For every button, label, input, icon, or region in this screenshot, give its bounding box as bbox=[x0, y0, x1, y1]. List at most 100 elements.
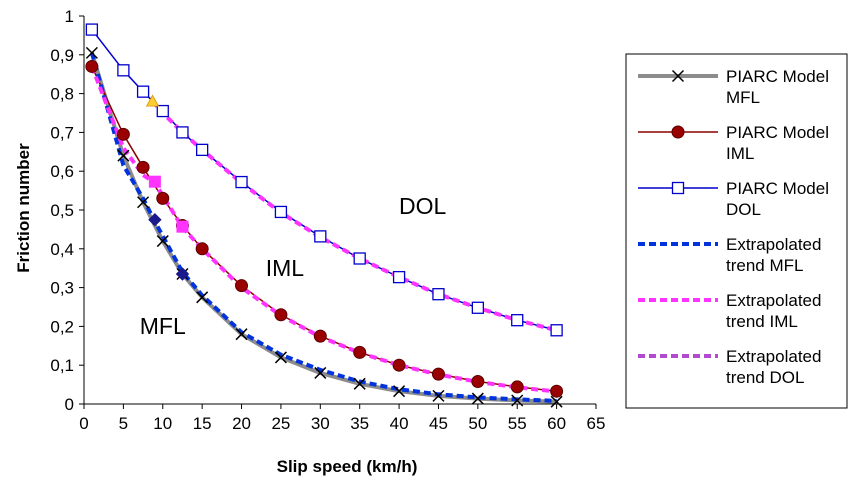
y-tick-label: 0,4 bbox=[50, 240, 74, 259]
y-axis-title: Friction number bbox=[14, 143, 33, 273]
series-extrapolated-iml-markers bbox=[148, 175, 189, 233]
y-tick-label: 0,2 bbox=[50, 317, 74, 336]
legend-label-line2: IML bbox=[726, 144, 754, 163]
legend-swatch-marker bbox=[671, 181, 685, 195]
data-point bbox=[148, 212, 162, 227]
data-point bbox=[176, 220, 189, 233]
y-tick-label: 0,8 bbox=[50, 85, 74, 104]
y-tick-label: 0,7 bbox=[50, 123, 74, 142]
series-line bbox=[151, 100, 558, 333]
data-point bbox=[156, 191, 170, 205]
x-tick-label: 5 bbox=[119, 414, 128, 433]
x-tick-label: 0 bbox=[79, 414, 88, 433]
data-point bbox=[85, 59, 99, 73]
y-tick-label: 0,1 bbox=[50, 356, 74, 375]
data-point bbox=[145, 94, 160, 107]
x-tick-label: 65 bbox=[587, 414, 606, 433]
legend-box bbox=[625, 53, 848, 409]
x-tick-label: 10 bbox=[153, 414, 172, 433]
series-piarc-dol bbox=[91, 29, 557, 332]
data-point bbox=[136, 85, 150, 98]
data-point bbox=[85, 46, 98, 59]
y-tick-label: 0,5 bbox=[50, 201, 74, 220]
data-point bbox=[510, 380, 524, 394]
legend-entry: PIARC Model MFL bbox=[638, 67, 829, 107]
data-point bbox=[274, 351, 287, 364]
legend-entry: Extrapolated trend IML bbox=[638, 291, 821, 331]
data-point bbox=[196, 291, 209, 304]
legend-label-line1: Extrapolated bbox=[726, 235, 821, 254]
x-tick-label: 45 bbox=[429, 414, 448, 433]
data-point bbox=[353, 377, 366, 390]
legend-entry: PIARC Model DOL bbox=[638, 179, 829, 219]
legend-label-line1: Extrapolated bbox=[726, 291, 821, 310]
data-point bbox=[432, 288, 445, 301]
y-tick-label: 0,6 bbox=[50, 162, 74, 181]
x-tick-label: 30 bbox=[311, 414, 330, 433]
y-tick-label: 0,9 bbox=[50, 46, 74, 65]
y-tick-label: 0 bbox=[65, 395, 74, 414]
data-point bbox=[137, 196, 150, 209]
series-extrapolated-dol-markers bbox=[145, 94, 160, 107]
data-point bbox=[117, 149, 130, 162]
data-point bbox=[550, 384, 564, 398]
legend-entry: Extrapolated trend DOL bbox=[638, 347, 821, 387]
annotation-dol: DOL bbox=[399, 193, 447, 219]
data-point bbox=[550, 324, 563, 337]
x-tick-label: 55 bbox=[508, 414, 527, 433]
data-point bbox=[176, 126, 189, 139]
data-point bbox=[235, 328, 248, 341]
data-point bbox=[196, 143, 209, 157]
legend: PIARC Model MFL PIARC Model IML PIARC Model D… bbox=[625, 53, 848, 409]
x-tick-label: 50 bbox=[468, 414, 487, 433]
legend-entry: PIARC Model IML bbox=[638, 123, 829, 163]
y-tick-label: 0,3 bbox=[50, 279, 74, 298]
legend-label-line2: trend MFL bbox=[726, 256, 803, 275]
data-point bbox=[392, 270, 406, 284]
data-point bbox=[175, 267, 190, 281]
data-point bbox=[116, 127, 130, 141]
data-point bbox=[274, 205, 288, 219]
legend-label-line1: PIARC Model bbox=[726, 179, 829, 198]
legend-label-line2: trend DOL bbox=[726, 368, 804, 387]
series-line bbox=[89, 52, 557, 403]
x-tick-label: 25 bbox=[271, 414, 290, 433]
data-point bbox=[511, 314, 524, 327]
x-tick-label: 35 bbox=[350, 414, 369, 433]
series-line bbox=[91, 29, 557, 332]
data-point bbox=[313, 329, 327, 343]
legend-swatch-marker bbox=[671, 69, 685, 83]
data-point bbox=[117, 64, 130, 77]
data-point bbox=[392, 358, 406, 372]
data-point bbox=[195, 242, 209, 256]
series-extrapolated-mfl bbox=[89, 52, 557, 403]
data-point bbox=[314, 366, 327, 379]
data-point bbox=[156, 104, 169, 118]
x-tick-label: 20 bbox=[232, 414, 251, 433]
data-point bbox=[235, 279, 249, 293]
annotation-mfl: MFL bbox=[140, 313, 186, 339]
data-point bbox=[431, 367, 445, 381]
x-tick-label: 40 bbox=[390, 414, 409, 433]
data-point bbox=[314, 230, 327, 243]
series-piarc-dol-markers bbox=[85, 23, 563, 337]
data-point bbox=[550, 395, 563, 408]
legend-label-line1: PIARC Model bbox=[726, 123, 829, 142]
x-tick-label: 15 bbox=[193, 414, 212, 433]
legend-label-line2: DOL bbox=[726, 200, 761, 219]
data-point bbox=[353, 345, 367, 359]
plot-area bbox=[85, 23, 564, 408]
legend-entry: Extrapolated trend MFL bbox=[638, 235, 821, 275]
legend-label-line2: MFL bbox=[726, 88, 760, 107]
data-point bbox=[393, 385, 406, 398]
data-point bbox=[471, 374, 485, 388]
data-point bbox=[235, 175, 248, 189]
annotation-iml: IML bbox=[266, 255, 305, 281]
y-tick-label: 1 bbox=[65, 7, 74, 26]
data-point bbox=[432, 389, 445, 402]
data-point bbox=[136, 160, 150, 174]
legend-swatch-marker bbox=[671, 125, 685, 139]
data-point bbox=[274, 308, 288, 322]
data-point bbox=[353, 252, 366, 265]
